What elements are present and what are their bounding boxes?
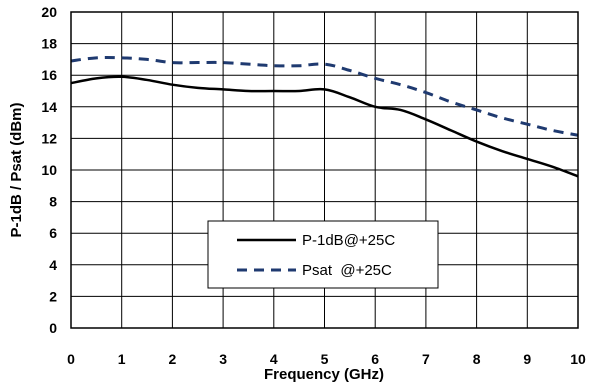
y-tick-label: 8	[49, 194, 57, 210]
x-tick-label: 5	[321, 351, 329, 367]
y-tick-label: 18	[41, 36, 57, 52]
x-tick-label: 6	[371, 351, 379, 367]
x-tick-label: 8	[473, 351, 481, 367]
legend: P-1dB@+25C Psat @+25C	[207, 220, 439, 289]
x-tick-label: 4	[270, 351, 278, 367]
legend-label-p1db: P-1dB@+25C	[302, 232, 395, 249]
x-tick-label: 3	[219, 351, 227, 367]
plot-area-border	[70, 11, 579, 329]
legend-label-psat: Psat @+25C	[302, 262, 392, 279]
y-tick-label: 6	[49, 225, 57, 241]
x-tick-label: 0	[67, 351, 75, 367]
series-lines	[70, 55, 579, 178]
x-tick-label: 9	[523, 351, 531, 367]
y-tick-label: 4	[49, 257, 57, 273]
x-tick-label: 2	[169, 351, 177, 367]
x-axis-title: Frequency (GHz)	[264, 366, 384, 383]
y-tick-label: 2	[49, 288, 57, 304]
y-tick-label: 20	[41, 4, 57, 20]
legend-box	[207, 220, 439, 289]
y-axis-ticks: 0 2 4 6 8 10 12 14 16 18 20	[41, 4, 57, 336]
x-axis-ticks: 0 1 2 3 4 5 6 7 8 9 10	[67, 351, 586, 367]
y-tick-label: 12	[41, 130, 57, 146]
p1db-series-line	[70, 75, 579, 178]
x-tick-label: 1	[118, 351, 126, 367]
y-tick-label: 0	[49, 320, 57, 336]
y-tick-label: 14	[41, 99, 57, 115]
psat-series-line	[70, 55, 579, 137]
y-tick-label: 10	[41, 162, 57, 178]
x-tick-label: 7	[422, 351, 430, 367]
y-tick-label: 16	[41, 67, 57, 83]
x-tick-label: 10	[570, 351, 586, 367]
y-axis-title: P-1dB / Psat (dBm)	[8, 102, 25, 237]
